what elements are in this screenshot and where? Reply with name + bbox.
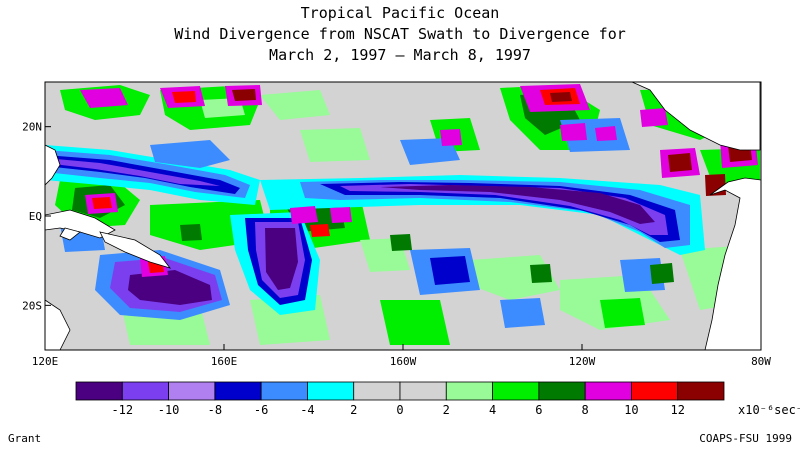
- source-credit: COAPS-FSU 1999: [699, 432, 792, 445]
- colorbar-tick-label: 4: [489, 403, 496, 417]
- title-line-3: March 2, 1997 – March 8, 1997: [269, 46, 531, 64]
- title-line-1: Tropical Pacific Ocean: [300, 4, 500, 22]
- colorbar-swatch: [353, 381, 401, 401]
- colorbar-tick-label: -8: [208, 403, 222, 417]
- colorbar-swatch: [631, 381, 679, 401]
- colorbar-tick-label: -6: [254, 403, 268, 417]
- latitude-axis: 20N EQ 20S: [22, 121, 51, 312]
- colorbar-tick-label: 0: [396, 403, 403, 417]
- lon-label: 120W: [569, 355, 596, 368]
- colorbar-tick-label: 2: [350, 403, 357, 417]
- author-credit: Grant: [8, 432, 42, 445]
- colorbar-tick-label: 8: [582, 403, 589, 417]
- longitude-axis: 120E 160E 160W 120W 80W: [32, 344, 771, 368]
- lon-label: 80W: [751, 355, 771, 368]
- colorbar-tick-label: 6: [535, 403, 542, 417]
- strong-divergence-spots: [80, 84, 758, 284]
- divergence-field: [45, 82, 761, 350]
- lat-label: 20S: [22, 299, 42, 312]
- colorbar-swatch: [214, 381, 262, 401]
- colorbar-tick-label: 10: [624, 403, 638, 417]
- colorbar-swatch: [399, 381, 447, 401]
- convergence-zones: [45, 118, 705, 328]
- colorbar-swatch: [538, 381, 586, 401]
- colorbar-swatch: [168, 381, 216, 401]
- lat-label: EQ: [29, 210, 42, 223]
- colorbar-tick-label: 12: [670, 403, 684, 417]
- lon-label: 120E: [32, 355, 59, 368]
- colorbar-swatch: [75, 381, 123, 401]
- colorbar-tick-label: -10: [158, 403, 180, 417]
- colorbar-swatch: [492, 381, 540, 401]
- colorbar-tick-label: 2: [443, 403, 450, 417]
- colorbar-swatch: [445, 381, 493, 401]
- lon-label: 160W: [390, 355, 417, 368]
- colorbar-swatch: [307, 381, 355, 401]
- colorbar-swatch: [121, 381, 169, 401]
- colorbar: -12 -10 -8 -6 -4 2 0 2 4 6 8 10 12 x10⁻⁶sec⁻¹: [75, 381, 800, 417]
- colorbar-swatch: [584, 381, 632, 401]
- colorbar-tick-label: -4: [300, 403, 314, 417]
- colorbar-swatch: [260, 381, 308, 401]
- lon-label: 160E: [211, 355, 238, 368]
- lat-label: 20N: [22, 121, 42, 134]
- coastlines: [45, 82, 761, 350]
- colorbar-swatch: [677, 381, 725, 401]
- colorbar-tick-label: -12: [111, 403, 133, 417]
- colorbar-units: x10⁻⁶sec⁻¹: [738, 403, 800, 417]
- title-line-2: Wind Divergence from NSCAT Swath to Dive…: [174, 25, 626, 43]
